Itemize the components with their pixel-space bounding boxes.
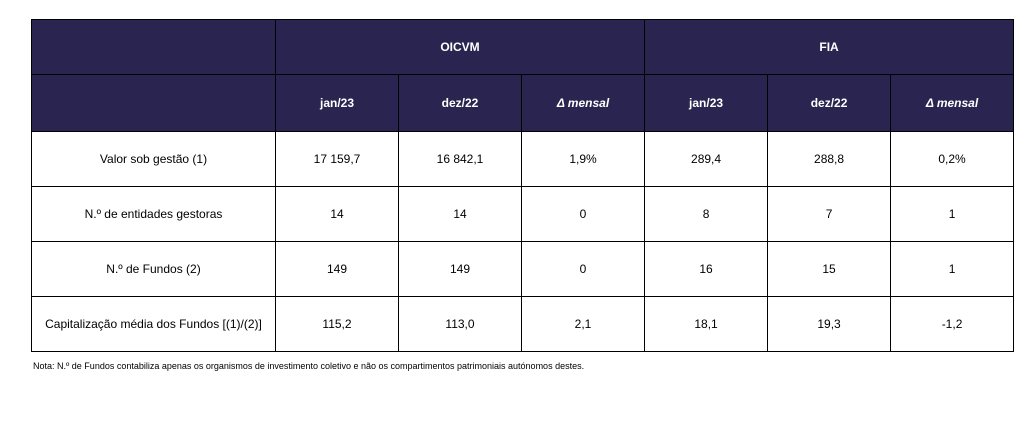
row-label: N.º de Fundos (2)	[31, 241, 276, 297]
table-cell: 14	[398, 186, 522, 242]
table-cell: 16	[644, 241, 769, 297]
table-cell: 17 159,7	[275, 131, 399, 187]
table-cell: 1,9%	[520, 131, 646, 187]
header-empty-cell	[31, 74, 276, 132]
header-empty-cell	[31, 19, 276, 75]
row-label: Valor sob gestão (1)	[31, 131, 276, 187]
group-header-row: OICVM FIA	[31, 19, 1015, 75]
table-cell: 18,1	[644, 296, 769, 352]
table-cell: -1,2	[890, 296, 1015, 352]
col-header-fia-dez22: dez/22	[767, 74, 892, 132]
table-cell: 149	[275, 241, 399, 297]
table-row: Capitalização média dos Fundos [(1)/(2)]…	[31, 296, 1015, 352]
table-cell: 14	[275, 186, 399, 242]
footnote: Nota: N.º de Fundos contabiliza apenas o…	[33, 361, 585, 371]
table-cell: 115,2	[275, 296, 399, 352]
table-cell: 2,1	[520, 296, 646, 352]
col-header-fia-delta: Δ mensal	[890, 74, 1015, 132]
table-cell: 0	[520, 186, 646, 242]
table-cell: 8	[644, 186, 769, 242]
table-row: N.º de Fundos (2) 149 149 0 16 15 1	[31, 241, 1015, 297]
table-cell: 1	[890, 186, 1015, 242]
table-cell: 149	[398, 241, 522, 297]
row-label: N.º de entidades gestoras	[31, 186, 276, 242]
funds-statistics-table: OICVM FIA jan/23 dez/22 Δ mensal jan/23 …	[31, 19, 1015, 352]
table-cell: 113,0	[398, 296, 522, 352]
table-cell: 16 842,1	[398, 131, 522, 187]
col-header-oicvm-delta: Δ mensal	[520, 74, 646, 132]
table-cell: 19,3	[767, 296, 892, 352]
table-cell: 288,8	[767, 131, 892, 187]
col-header-fia-jan23: jan/23	[644, 74, 769, 132]
col-header-oicvm-dez22: dez/22	[398, 74, 522, 132]
table-row: N.º de entidades gestoras 14 14 0 8 7 1	[31, 186, 1015, 242]
table-cell: 7	[767, 186, 892, 242]
group-header-oicvm: OICVM	[274, 19, 646, 75]
table-row: Valor sob gestão (1) 17 159,7 16 842,1 1…	[31, 131, 1015, 187]
row-label: Capitalização média dos Fundos [(1)/(2)]	[31, 296, 276, 352]
col-header-oicvm-jan23: jan/23	[275, 74, 399, 132]
table-cell: 0	[520, 241, 646, 297]
table-cell: 0,2%	[890, 131, 1015, 187]
sub-header-row: jan/23 dez/22 Δ mensal jan/23 dez/22 Δ m…	[31, 74, 1015, 132]
table-cell: 1	[890, 241, 1015, 297]
table-cell: 289,4	[644, 131, 769, 187]
group-header-fia: FIA	[644, 19, 1015, 75]
table-cell: 15	[767, 241, 892, 297]
